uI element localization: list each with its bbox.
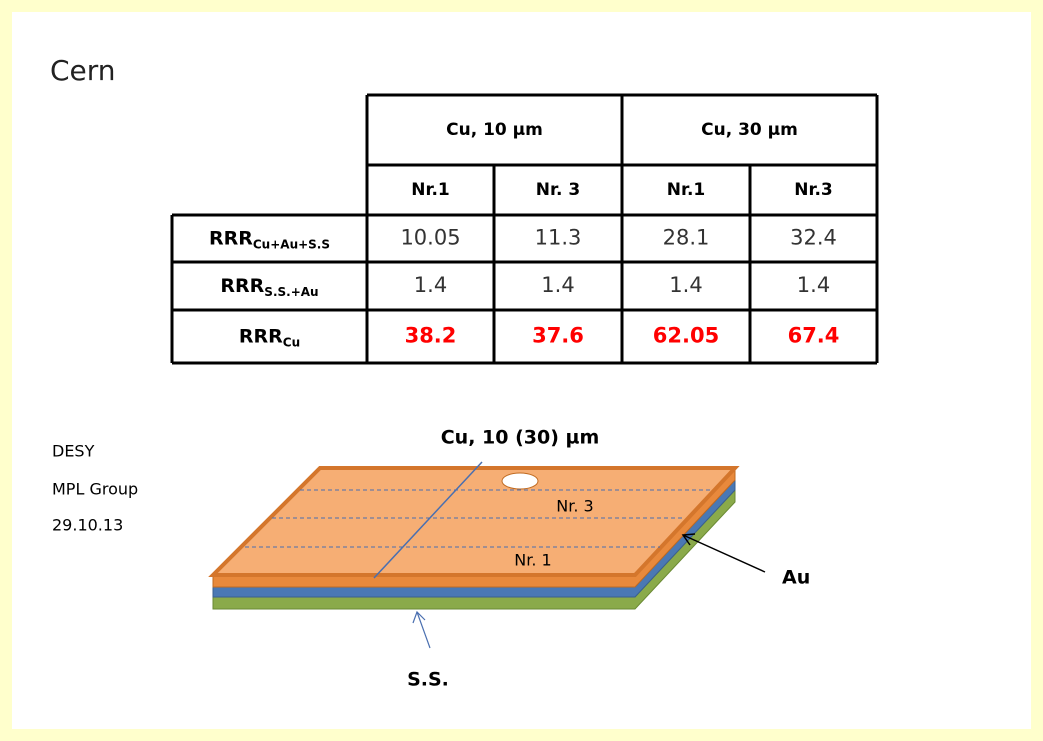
au-label: Au bbox=[782, 567, 810, 589]
group-header: Cu, 30 µm bbox=[701, 120, 798, 140]
row-label-main: RRR bbox=[209, 227, 253, 249]
side-note-line: MPL Group bbox=[52, 480, 138, 499]
cu-label: Cu, 10 (30) µm bbox=[441, 427, 600, 449]
cell-value: 32.4 bbox=[790, 226, 837, 250]
strip-label: Nr. 3 bbox=[556, 497, 593, 516]
cell-value: 1.4 bbox=[541, 273, 574, 297]
column-header: Nr.3 bbox=[794, 180, 832, 200]
cell-value: 1.4 bbox=[414, 273, 447, 297]
page: Cern Cu, 10 µm Cu, 30 µm Nr.1 Nr. 3 Nr.1 Nr.3… bbox=[0, 0, 1043, 741]
cell-value: 28.1 bbox=[663, 226, 710, 250]
row-label-sub: Cu bbox=[283, 335, 300, 349]
cell-value: 1.4 bbox=[669, 273, 702, 297]
ss-label: S.S. bbox=[407, 669, 449, 691]
cell-value: 62.05 bbox=[653, 324, 719, 348]
slide-title: Cern bbox=[50, 54, 116, 87]
cell-value: 67.4 bbox=[788, 324, 840, 348]
cell-value: 37.6 bbox=[532, 324, 584, 348]
slide: Cern Cu, 10 µm Cu, 30 µm Nr.1 Nr. 3 Nr.1 Nr.3… bbox=[0, 0, 1043, 741]
strip-label: Nr. 1 bbox=[514, 551, 551, 570]
cell-value: 10.05 bbox=[400, 226, 460, 250]
cell-value: 11.3 bbox=[535, 226, 582, 250]
side-note-line: DESY bbox=[52, 442, 95, 461]
cell-value: 1.4 bbox=[797, 273, 830, 297]
column-header: Nr.1 bbox=[667, 180, 705, 200]
row-label-main: RRR bbox=[239, 325, 283, 347]
group-header: Cu, 10 µm bbox=[446, 120, 543, 140]
row-label-sub: Cu+Au+S.S bbox=[253, 237, 330, 251]
side-note-line: 29.10.13 bbox=[52, 516, 123, 535]
hole bbox=[502, 473, 538, 489]
row-label-main: RRR bbox=[220, 275, 264, 297]
column-header: Nr. 3 bbox=[536, 180, 580, 200]
column-header: Nr.1 bbox=[411, 180, 449, 200]
row-label-sub: S.S.+Au bbox=[264, 285, 318, 299]
cell-value: 38.2 bbox=[405, 324, 457, 348]
